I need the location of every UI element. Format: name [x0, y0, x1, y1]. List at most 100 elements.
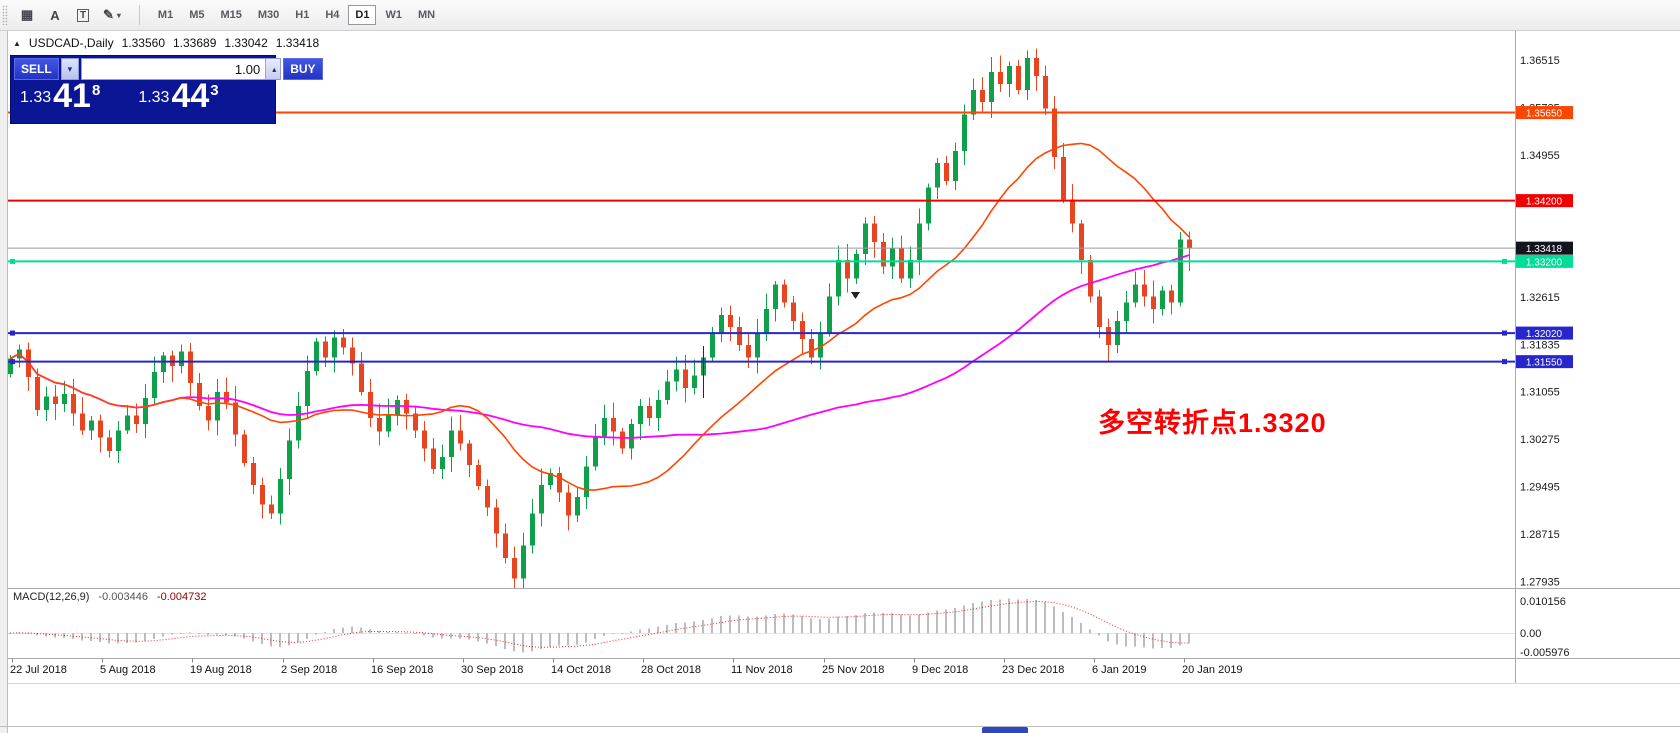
macd-histogram-bar [756, 616, 758, 633]
candle-body [818, 333, 823, 358]
line-handle[interactable] [10, 330, 15, 336]
candle-body [683, 369, 688, 388]
candle-body [287, 440, 292, 479]
candle-body [1088, 260, 1093, 297]
timeframe-button-M5[interactable]: M5 [182, 5, 211, 25]
chart-annotation-text: 多空转折点1.3320 [1098, 408, 1327, 438]
candle-body [1025, 57, 1030, 91]
macd-histogram-bar [810, 618, 812, 633]
candle-body [1124, 302, 1129, 321]
candle-body [1070, 199, 1075, 224]
macd-histogram-bar [1107, 633, 1109, 642]
macd-histogram-bar [657, 626, 659, 633]
macd-histogram-bar [576, 633, 578, 645]
candle-body [242, 434, 247, 464]
macd-histogram-bar [594, 633, 596, 640]
line-handle[interactable] [1502, 359, 1507, 365]
macd-histogram-bar [126, 633, 128, 643]
chart-grid-icon-button[interactable]: ▦ [15, 4, 39, 26]
macd-histogram-bar [882, 613, 884, 633]
toolbar-grip[interactable] [2, 5, 8, 25]
sell-button[interactable]: SELL [14, 58, 59, 80]
candle-body [476, 464, 481, 487]
macd-histogram-bar [900, 614, 902, 633]
macd-histogram-bar [891, 613, 893, 633]
timeframe-button-D1[interactable]: D1 [348, 5, 377, 25]
volume-input[interactable] [82, 59, 266, 79]
chart-marker-icon: ▲ [13, 38, 21, 48]
macd-histogram-bar [1152, 633, 1154, 649]
candle-body [971, 90, 976, 115]
text-box-icon: T [76, 8, 90, 22]
macd-histogram-bar [36, 633, 38, 636]
candle-body [143, 398, 148, 425]
timeframe-button-H1[interactable]: H1 [288, 5, 316, 25]
draw-tool-icon: ✎ [103, 7, 114, 22]
date-label: 9 Dec 2018 [912, 664, 968, 676]
macd-histogram-bar [477, 633, 479, 642]
timeframe-button-M30[interactable]: M30 [251, 5, 286, 25]
buy-button[interactable]: BUY [283, 58, 323, 80]
timeframe-button-H4[interactable]: H4 [318, 5, 346, 25]
macd-histogram-bar [828, 618, 830, 633]
chart-grid-icon: ▦ [20, 7, 34, 22]
line-handle[interactable] [10, 359, 15, 365]
ask-price[interactable]: 1.33 44 3 [132, 79, 218, 113]
macd-signal-line [9, 600, 1190, 648]
chart-area[interactable] [8, 48, 1192, 595]
candle-body [791, 302, 796, 321]
taskbar-sliver [982, 727, 1028, 733]
macd-histogram-bar [414, 633, 416, 634]
volume-dropdown-button[interactable]: ▾ [60, 58, 80, 80]
timeframe-button-W1[interactable]: W1 [378, 5, 409, 25]
candle-body [71, 393, 76, 414]
timeframe-button-M15[interactable]: M15 [213, 5, 248, 25]
chevron-down-icon: ▾ [67, 63, 73, 74]
candle-body [215, 392, 220, 421]
macd-histogram-bar [189, 632, 191, 634]
macd-histogram-bar [666, 624, 668, 633]
draw-tool-icon-button[interactable]: ✎ ▾ [99, 4, 125, 26]
candle-body [782, 284, 787, 303]
window-bottom-edge [0, 726, 1680, 727]
macd-histogram-bar [702, 620, 704, 633]
candle-body [521, 545, 526, 579]
macd-histogram-bar [1062, 611, 1064, 633]
current-price-text: 1.33418 [1526, 244, 1563, 255]
ohlc-low: 1.33042 [224, 36, 268, 50]
macd-histogram-bar [351, 626, 353, 633]
macd-histogram-bar [711, 618, 713, 633]
macd-histogram-bar [531, 633, 533, 652]
timeframe-button-M1[interactable]: M1 [151, 5, 180, 25]
arrow-marker [851, 292, 860, 299]
macd-histogram-bar [1188, 633, 1190, 644]
date-label: 28 Oct 2018 [641, 664, 701, 676]
candle-body [98, 420, 103, 438]
macd-histogram-bar [738, 615, 740, 633]
candle-body [431, 448, 436, 470]
candle-body [737, 327, 742, 346]
line-handle[interactable] [1502, 330, 1507, 336]
candle-body [665, 381, 670, 400]
text-a-icon-button[interactable]: A [43, 4, 67, 26]
macd-panel[interactable] [8, 598, 1515, 653]
candle-body [1034, 57, 1039, 77]
macd-histogram-bar [801, 616, 803, 633]
macd-axis-label: 0.010156 [1520, 596, 1566, 608]
candle-body [548, 472, 553, 485]
volume-increase-button[interactable]: ▴ [265, 59, 281, 79]
chart-window[interactable] [7, 30, 1680, 733]
macd-histogram-bar [288, 633, 290, 646]
line-handle[interactable] [1502, 258, 1507, 264]
candle-body [728, 314, 733, 328]
timeframe-button-MN[interactable]: MN [411, 5, 442, 25]
price-label-text: 1.31550 [1526, 358, 1563, 369]
line-handle[interactable] [10, 258, 15, 264]
macd-histogram-bar [342, 627, 344, 633]
price-tick-label: 1.36515 [1520, 55, 1560, 67]
text-box-icon-button[interactable]: T [71, 4, 95, 26]
bid-price[interactable]: 1.33 41 8 [14, 79, 100, 113]
candle-body [188, 351, 193, 383]
candle-body [1052, 108, 1057, 157]
